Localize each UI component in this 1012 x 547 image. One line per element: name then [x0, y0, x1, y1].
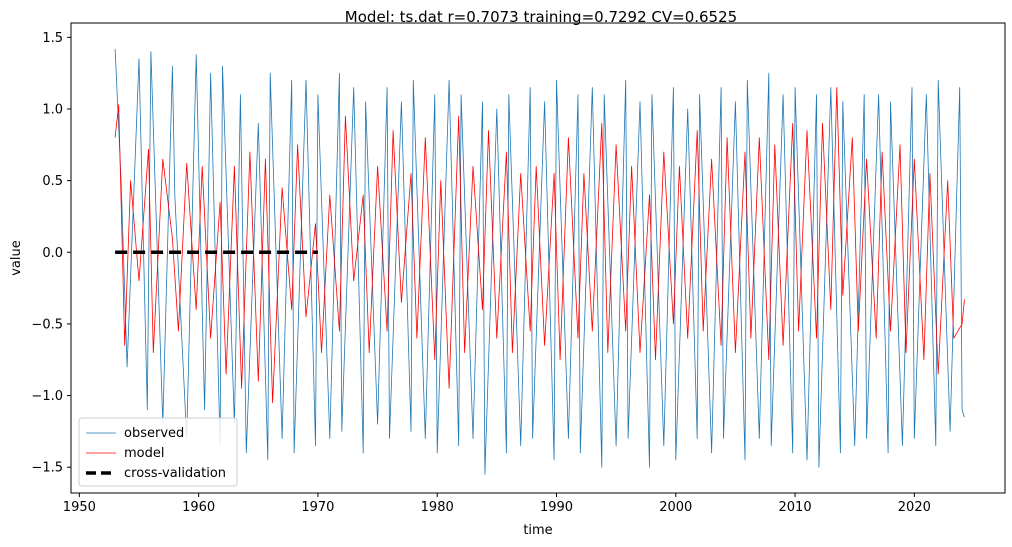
y-tick-label: 0.5	[42, 174, 63, 189]
x-tick-label: 1980	[421, 500, 454, 515]
y-tick-label: −1.5	[31, 461, 63, 476]
x-tick-label: 1970	[301, 500, 334, 515]
legend-label-observed: observed	[124, 426, 184, 441]
x-tick-label: 1950	[63, 500, 96, 515]
x-tick-label: 2010	[779, 500, 812, 515]
series-line-model	[114, 87, 965, 404]
x-tick-label: 1960	[182, 500, 215, 515]
y-tick-label: 1.5	[42, 31, 63, 46]
legend: observed model cross-validation	[78, 417, 238, 487]
legend-box	[78, 417, 238, 487]
y-axis-label: value	[9, 240, 24, 276]
series-layer	[114, 48, 965, 475]
legend-label-model: model	[124, 446, 164, 461]
plot-frame	[70, 22, 1006, 494]
y-tick-label: −0.5	[31, 317, 63, 332]
x-tick-label: 2000	[659, 500, 692, 515]
chart-title: Model: ts.dat r=0.7073 training=0.7292 C…	[345, 8, 737, 26]
y-tick-label: 0.0	[42, 246, 63, 261]
legend-label-cross-validation: cross-validation	[124, 466, 226, 481]
axis-ticks: 1950 1960 1970 1980 1990 2000 2010 2020 −1.5 −1.0…	[31, 31, 930, 515]
x-tick-label: 2020	[898, 500, 931, 515]
x-axis-label: time	[523, 523, 552, 538]
y-tick-label: 1.0	[42, 102, 63, 117]
y-tick-label: −1.0	[31, 389, 63, 404]
series-line-observed	[114, 48, 965, 475]
x-tick-label: 1990	[540, 500, 573, 515]
